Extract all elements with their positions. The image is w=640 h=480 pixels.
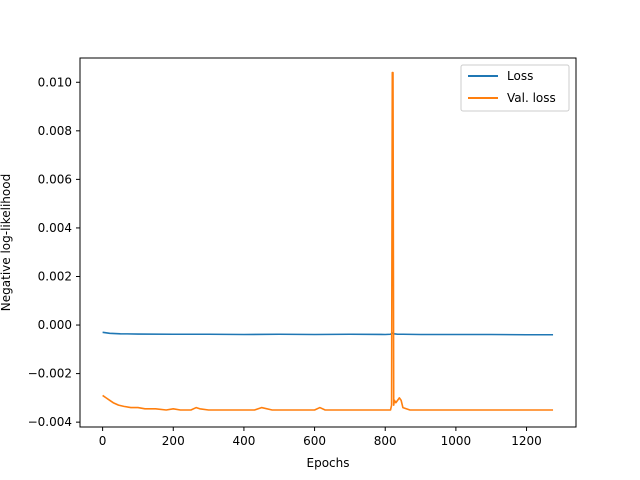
y-tick-label: 0.002: [38, 269, 72, 283]
plot-frame: [79, 57, 577, 428]
x-axis-ticks: 0 200 400 600 800 1000 1200: [99, 427, 542, 448]
plot-lines: [102, 71, 554, 411]
y-tick-label: 0.004: [38, 221, 72, 235]
y-tick-label: −0.002: [28, 367, 72, 381]
x-tick-label: 1200: [511, 434, 542, 448]
x-tick-label: 600: [303, 434, 326, 448]
y-tick-label: 0.010: [38, 75, 72, 89]
x-tick-label: 1000: [441, 434, 472, 448]
series-line-val-loss: [102, 71, 554, 411]
y-tick-label: 0.006: [38, 172, 72, 186]
legend-label-loss: Loss: [507, 69, 533, 83]
legend-label-val-loss: Val. loss: [507, 91, 556, 105]
x-tick-label: 400: [232, 434, 255, 448]
legend: Loss Val. loss: [460, 64, 570, 112]
y-axis-label: Negative log-likelihood: [0, 174, 13, 311]
x-tick-label: 800: [374, 434, 397, 448]
y-tick-label: −0.004: [28, 415, 72, 429]
x-tick-label: 0: [99, 434, 107, 448]
y-tick-label: 0.000: [38, 318, 72, 332]
x-tick-label: 200: [162, 434, 185, 448]
y-axis-ticks: −0.004 −0.002 0.000 0.002 0.004 0.006 0.008 0.0…: [28, 75, 80, 429]
series-line-loss: [102, 331, 554, 336]
x-axis-label: Epochs: [307, 456, 350, 470]
y-tick-label: 0.008: [38, 124, 72, 138]
